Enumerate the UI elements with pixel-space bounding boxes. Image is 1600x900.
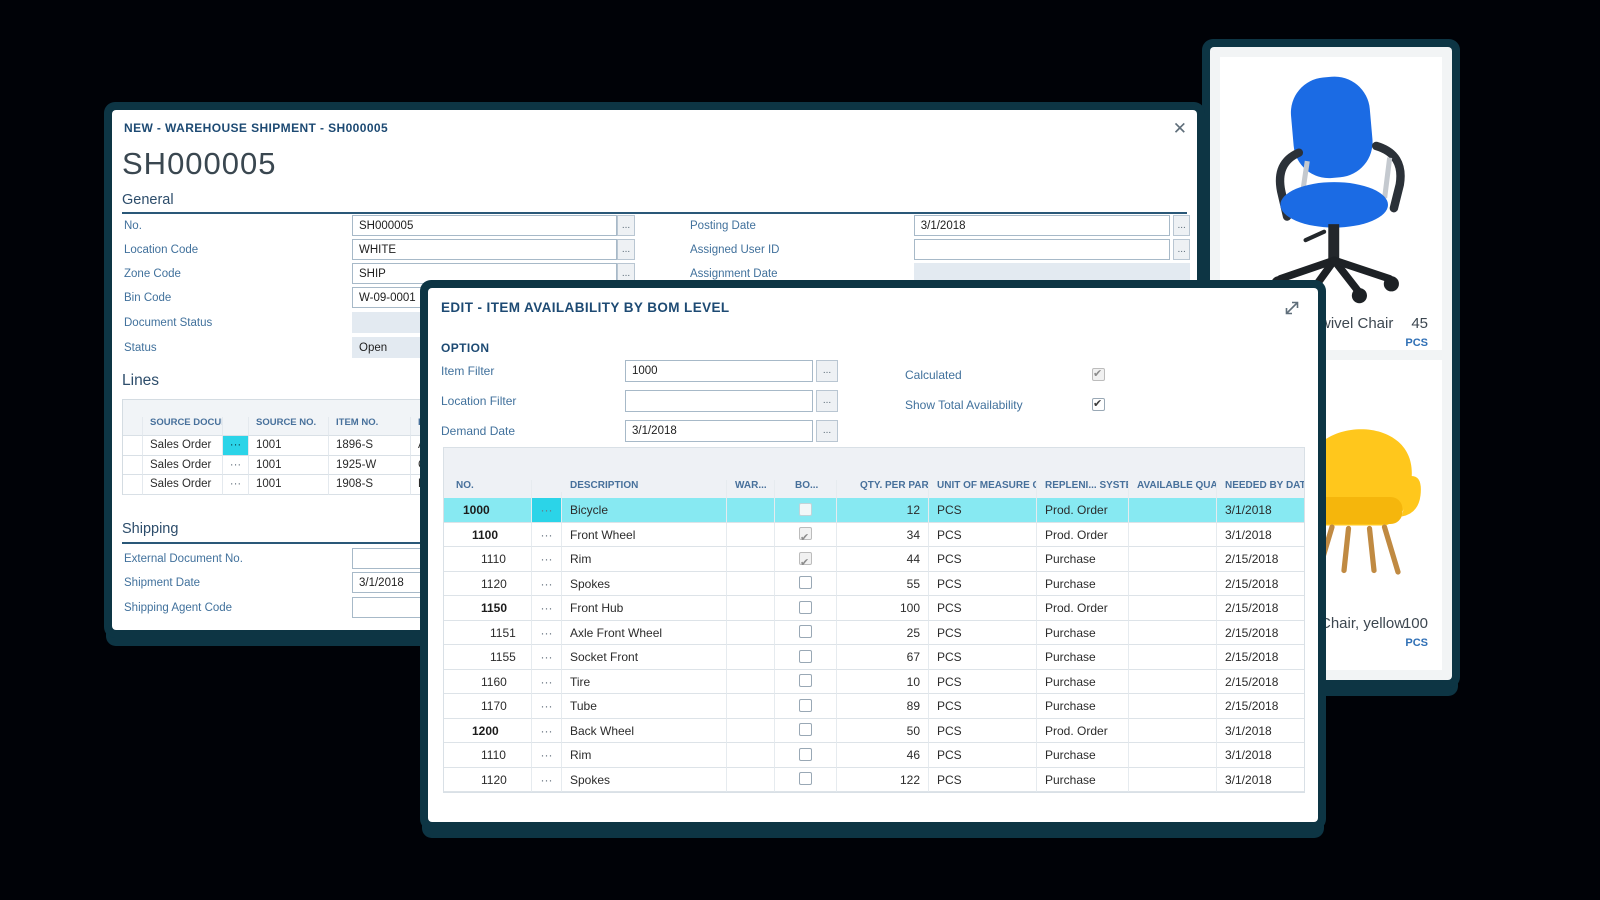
bom-row[interactable]: 1110 ··· Rim 46 PCS Purchase 3/1/2018 (444, 743, 1304, 768)
bom-row[interactable]: 1100 ··· Front Wheel 34 PCS Prod. Order … (444, 522, 1304, 547)
bom-checkbox[interactable] (799, 747, 812, 761)
field-posting-date: Posting Date 3/1/2018 ... (690, 215, 1190, 236)
bom-checkbox[interactable] (799, 723, 812, 737)
show-total-availability-checkbox[interactable] (1092, 397, 1105, 411)
row-assist-button[interactable]: ··· (532, 498, 562, 523)
section-rule (122, 212, 1187, 214)
bom-checkbox[interactable] (799, 551, 812, 571)
section-lines: Lines (122, 372, 160, 389)
zone-code-input[interactable]: SHIP (352, 263, 617, 284)
bom-row-selected[interactable]: 1000 ··· Bicycle 12 PCS Prod. Order 3/1/… (444, 498, 1304, 523)
row-assist-button[interactable]: ··· (532, 694, 562, 719)
section-option: OPTION (441, 341, 490, 355)
row-assist-button[interactable]: ··· (532, 645, 562, 670)
bom-checkbox[interactable] (799, 649, 812, 663)
bom-row[interactable]: 1150 ··· Front Hub 100 PCS Prod. Order 2… (444, 596, 1304, 621)
assigned-user-input[interactable] (913, 239, 1171, 260)
blue-swivel-chair-image (1271, 76, 1405, 304)
lookup-button[interactable]: ... (1173, 239, 1190, 260)
bom-checkbox[interactable] (799, 698, 812, 712)
no-input[interactable]: SH000005 (352, 215, 617, 236)
bom-checkbox[interactable] (799, 600, 812, 614)
bom-checkbox[interactable] (799, 625, 812, 639)
row-assist-button[interactable]: ··· (223, 475, 249, 495)
row-assist-button[interactable]: ··· (223, 455, 249, 475)
row-assist-button[interactable]: ··· (532, 743, 562, 768)
lookup-button[interactable]: ... (617, 263, 635, 284)
modal-title: EDIT - ITEM AVAILABILITY BY BOM LEVEL (441, 300, 730, 315)
lookup-button[interactable]: ... (816, 359, 838, 382)
lookup-button[interactable]: ... (816, 419, 838, 442)
bom-row[interactable]: 1155 ··· Socket Front 67 PCS Purchase 2/… (444, 645, 1304, 670)
bom-table-header: NO. DESCRIPTION WAR... BO... QTY. PER PA… (444, 448, 1304, 498)
row-assist-button[interactable]: ··· (532, 522, 562, 547)
row-assist-button[interactable]: ··· (532, 620, 562, 645)
product-quantity: 100 (1402, 615, 1428, 632)
product-unit: PCS (1405, 337, 1428, 349)
bom-row[interactable]: 1151 ··· Axle Front Wheel 25 PCS Purchas… (444, 620, 1304, 645)
bom-checkbox[interactable] (799, 526, 812, 546)
demand-date-input[interactable]: 3/1/2018 (625, 419, 813, 442)
lookup-button[interactable]: ... (816, 389, 838, 412)
close-icon[interactable]: ✕ (1172, 119, 1187, 138)
page-title: SH000005 (122, 146, 277, 181)
bom-checkbox[interactable] (799, 576, 812, 590)
field-assignment-date: Assignment Date (690, 263, 1190, 284)
section-general: General (122, 192, 174, 208)
item-availability-modal: EDIT - ITEM AVAILABILITY BY BOM LEVEL OP… (428, 288, 1318, 822)
warehouse-shipment-window: NEW - WAREHOUSE SHIPMENT - SH000005 ✕ SH… (112, 110, 1197, 630)
field-location-filter: Location Filter ... (441, 389, 838, 412)
section-shipping: Shipping (122, 521, 179, 537)
bom-row[interactable]: 1120 ··· Spokes 55 PCS Purchase 2/15/201… (444, 571, 1304, 596)
lookup-button[interactable]: ... (1173, 215, 1190, 236)
field-calculated: Calculated (905, 364, 1105, 385)
row-assist-button[interactable]: ··· (532, 547, 562, 572)
bom-row[interactable]: 1200 ··· Back Wheel 50 PCS Prod. Order 3… (444, 718, 1304, 743)
assignment-date-field (913, 263, 1190, 284)
row-assist-button[interactable]: ··· (532, 767, 562, 792)
bom-row[interactable]: 1170 ··· Tube 89 PCS Purchase 2/15/2018 (444, 694, 1304, 719)
row-assist-button[interactable]: ··· (223, 436, 249, 456)
row-assist-button[interactable]: ··· (532, 571, 562, 596)
bom-checkbox[interactable] (799, 674, 812, 688)
product-quantity: 45 (1411, 315, 1428, 332)
product-unit: PCS (1405, 637, 1428, 649)
product-name: wivel Chair (1320, 315, 1394, 332)
field-show-total-availability: Show Total Availability (905, 394, 1105, 415)
field-no: No. SH000005 ... (124, 215, 744, 236)
bom-checkbox[interactable] (799, 772, 812, 786)
calculated-checkbox (1092, 367, 1105, 381)
location-code-input[interactable]: WHITE (352, 239, 617, 260)
field-location-code: Location Code WHITE ... (124, 239, 744, 260)
field-demand-date: Demand Date 3/1/2018 ... (441, 419, 838, 442)
field-item-filter: Item Filter 1000 ... (441, 359, 838, 382)
location-filter-input[interactable] (625, 389, 813, 412)
row-assist-button[interactable]: ··· (532, 669, 562, 694)
posting-date-input[interactable]: 3/1/2018 (913, 215, 1171, 236)
bom-row[interactable]: 1160 ··· Tire 10 PCS Purchase 2/15/2018 (444, 669, 1304, 694)
product-name: Chair, yellow (1320, 615, 1406, 632)
item-filter-input[interactable]: 1000 (625, 359, 813, 382)
field-assigned-user-id: Assigned User ID ... (690, 239, 1190, 260)
bom-row[interactable]: 1120 ··· Spokes 122 PCS Purchase 3/1/201… (444, 767, 1304, 792)
bom-table: NO. DESCRIPTION WAR... BO... QTY. PER PA… (443, 447, 1305, 793)
window-title: NEW - WAREHOUSE SHIPMENT - SH000005 (124, 121, 389, 135)
lookup-button[interactable]: ... (617, 215, 635, 236)
bom-checkbox (799, 502, 812, 516)
yellow-chair-image (1298, 429, 1421, 575)
row-assist-button[interactable]: ··· (532, 596, 562, 621)
field-zone-code: Zone Code SHIP ... (124, 263, 744, 284)
lookup-button[interactable]: ... (617, 239, 635, 260)
expand-icon[interactable] (1282, 298, 1302, 318)
bom-row[interactable]: 1110 ··· Rim 44 PCS Purchase 2/15/2018 (444, 547, 1304, 572)
row-assist-button[interactable]: ··· (532, 718, 562, 743)
